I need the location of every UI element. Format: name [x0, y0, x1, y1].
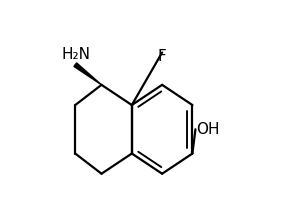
- Text: H₂N: H₂N: [61, 47, 90, 62]
- Text: F: F: [158, 49, 167, 64]
- Text: OH: OH: [196, 122, 220, 137]
- Polygon shape: [74, 63, 101, 85]
